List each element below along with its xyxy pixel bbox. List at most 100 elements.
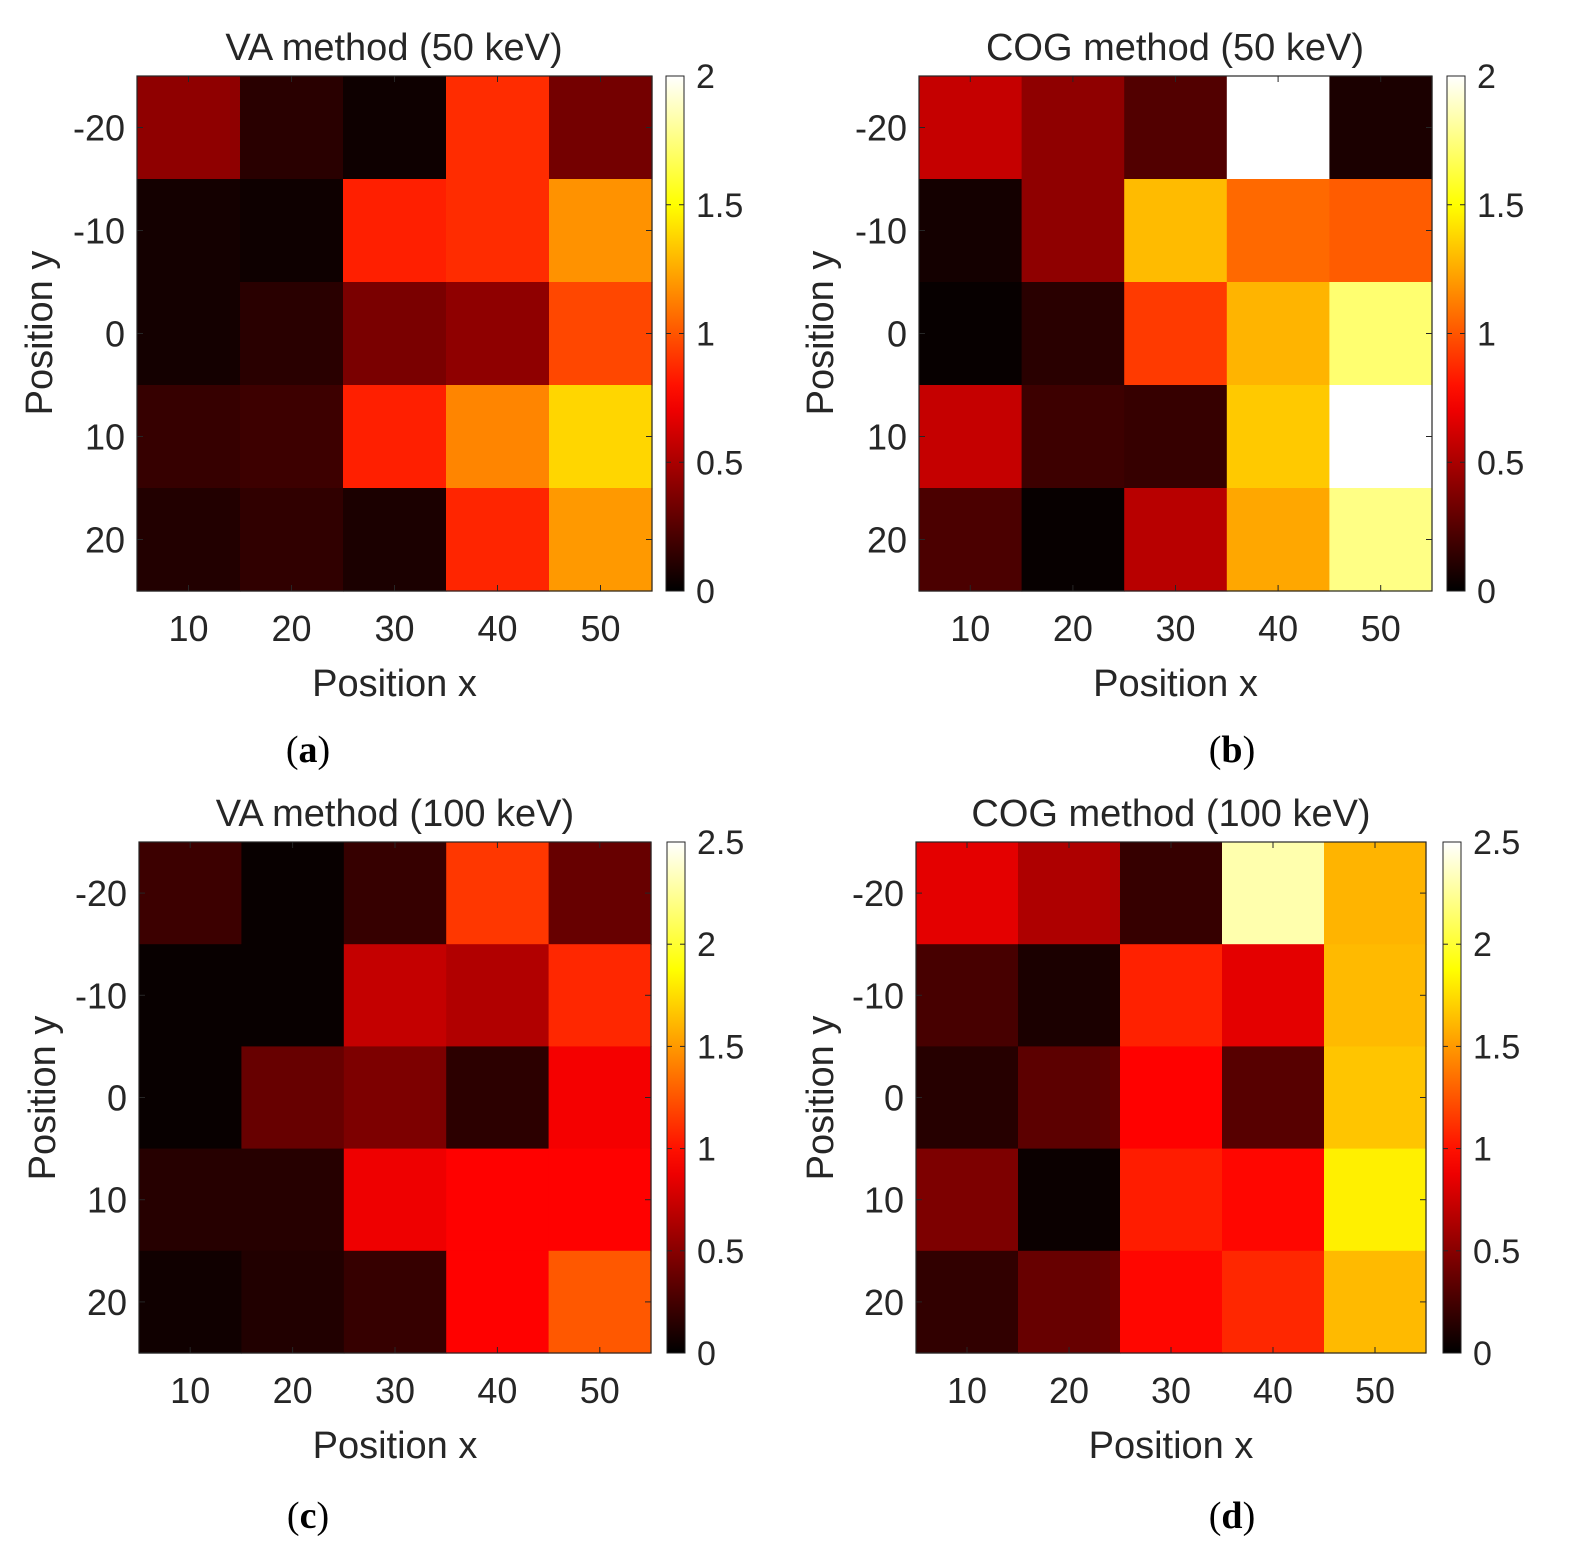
heatmap-cell <box>446 385 550 489</box>
heatmap-cell <box>916 944 1019 1047</box>
heatmap-cell <box>241 1046 345 1150</box>
y-tick-label: -20 <box>855 108 907 149</box>
heatmap-cell <box>1021 282 1125 386</box>
heatmap-cell <box>139 1250 242 1354</box>
heatmap-cell <box>343 944 447 1047</box>
y-tick-label: 20 <box>85 520 125 561</box>
heatmap-cell <box>1226 385 1330 489</box>
heatmap-cell <box>240 488 344 592</box>
heatmap-cell <box>548 944 652 1047</box>
x-tick-label: 20 <box>271 608 311 649</box>
heatmap-cell <box>139 1046 242 1150</box>
heatmap-cell <box>343 179 447 283</box>
heatmap-cell <box>916 1250 1019 1354</box>
caption-b-letter: b <box>1221 729 1243 771</box>
x-tick-label: 50 <box>1355 1370 1395 1411</box>
caption-d-letter: d <box>1221 1495 1243 1537</box>
x-tick-label: 20 <box>1053 608 1093 649</box>
colorbar-tick-label: 1.5 <box>696 187 743 225</box>
x-tick-label: 20 <box>1049 1370 1089 1411</box>
heatmap-cell <box>343 842 447 945</box>
y-tick-label: -20 <box>73 108 125 149</box>
heatmap-cell <box>446 282 550 386</box>
heatmap-cell <box>446 842 550 945</box>
heatmap-cell <box>1018 1148 1121 1252</box>
colorbar-tick-label: 0 <box>1477 573 1496 611</box>
heatmap-cell <box>1222 1148 1325 1252</box>
heatmap-cell <box>1324 944 1427 1047</box>
heatmap-cell <box>1324 1250 1427 1354</box>
colorbar <box>666 841 686 1354</box>
heatmap-cell <box>548 1046 652 1150</box>
y-tick-label: -20 <box>75 873 127 914</box>
caption-c-letter: c <box>299 1495 317 1537</box>
heatmap-cell <box>1226 488 1330 592</box>
x-axis-label: Position x <box>312 663 477 705</box>
y-tick-label: 0 <box>887 314 907 355</box>
heatmap-cell <box>1226 179 1330 283</box>
colorbar-tick-label: 2 <box>1473 926 1492 964</box>
heatmap-cell <box>1329 76 1433 180</box>
heatmap-cell <box>139 944 242 1047</box>
heatmap-cell <box>137 282 241 386</box>
heatmap-cell <box>241 944 345 1047</box>
heatmap-cell <box>1120 1250 1223 1354</box>
heatmap-cell <box>1324 1046 1427 1150</box>
chart-title: VA method (50 keV) <box>225 27 562 69</box>
x-tick-label: 30 <box>375 1370 415 1411</box>
colorbar-tick-label: 0 <box>696 573 715 611</box>
x-tick-label: 30 <box>1151 1370 1191 1411</box>
y-tick-label: -10 <box>75 975 127 1016</box>
colorbar <box>1442 841 1462 1354</box>
heatmap-cell <box>1021 76 1125 180</box>
heatmap-cell <box>240 385 344 489</box>
heatmap-cell <box>343 385 447 489</box>
colorbar-tick-label: 2.5 <box>1473 824 1520 862</box>
heatmap-cell <box>343 1046 447 1150</box>
heatmap-cell <box>1222 1046 1325 1150</box>
heatmap-cell <box>1222 1250 1325 1354</box>
x-axis-label: Position x <box>1093 663 1258 705</box>
chart-title: VA method (100 keV) <box>216 793 574 835</box>
heatmap-cell <box>240 282 344 386</box>
x-tick-label: 40 <box>477 1370 517 1411</box>
y-tick-label: 0 <box>107 1078 127 1119</box>
colorbar-tick-label: 2 <box>697 926 716 964</box>
heatmap-cell <box>240 76 344 180</box>
heatmap-cell <box>549 179 653 283</box>
y-tick-label: 10 <box>85 417 125 458</box>
y-tick-label: 10 <box>864 1180 904 1221</box>
y-tick-label: 10 <box>867 417 907 458</box>
heatmap-cell <box>1124 488 1228 592</box>
heatmap-cell <box>446 1148 550 1252</box>
colorbar-tick-label: 1.5 <box>697 1028 744 1066</box>
heatmap-cell <box>1018 944 1121 1047</box>
heatmap-cell <box>241 842 345 945</box>
heatmap-cell <box>446 179 550 283</box>
colorbar-tick-label: 0.5 <box>1473 1233 1520 1271</box>
x-tick-label: 10 <box>950 608 990 649</box>
y-tick-label: 20 <box>867 520 907 561</box>
caption-b: (b) <box>1208 729 1256 771</box>
y-tick-label: 0 <box>105 314 125 355</box>
caption-c: (c) <box>286 1495 330 1537</box>
heatmap-cell <box>1226 76 1330 180</box>
colorbar-tick-label: 1 <box>696 316 715 354</box>
heatmap-cell <box>919 179 1023 283</box>
heatmap-cell <box>919 76 1023 180</box>
heatmap-cell <box>549 282 653 386</box>
x-tick-label: 10 <box>947 1370 987 1411</box>
heatmap-cell <box>916 1046 1019 1150</box>
heatmap-cell <box>1018 842 1121 945</box>
heatmap-cell <box>549 385 653 489</box>
y-axis-label: Position y <box>800 1016 842 1181</box>
heatmap-cell <box>1222 944 1325 1047</box>
heatmap-cell <box>1329 282 1433 386</box>
y-tick-label: 0 <box>884 1078 904 1119</box>
heatmap-cell <box>1021 179 1125 283</box>
colorbar-tick-label: 0.5 <box>697 1233 744 1271</box>
heatmap-cell <box>549 488 653 592</box>
